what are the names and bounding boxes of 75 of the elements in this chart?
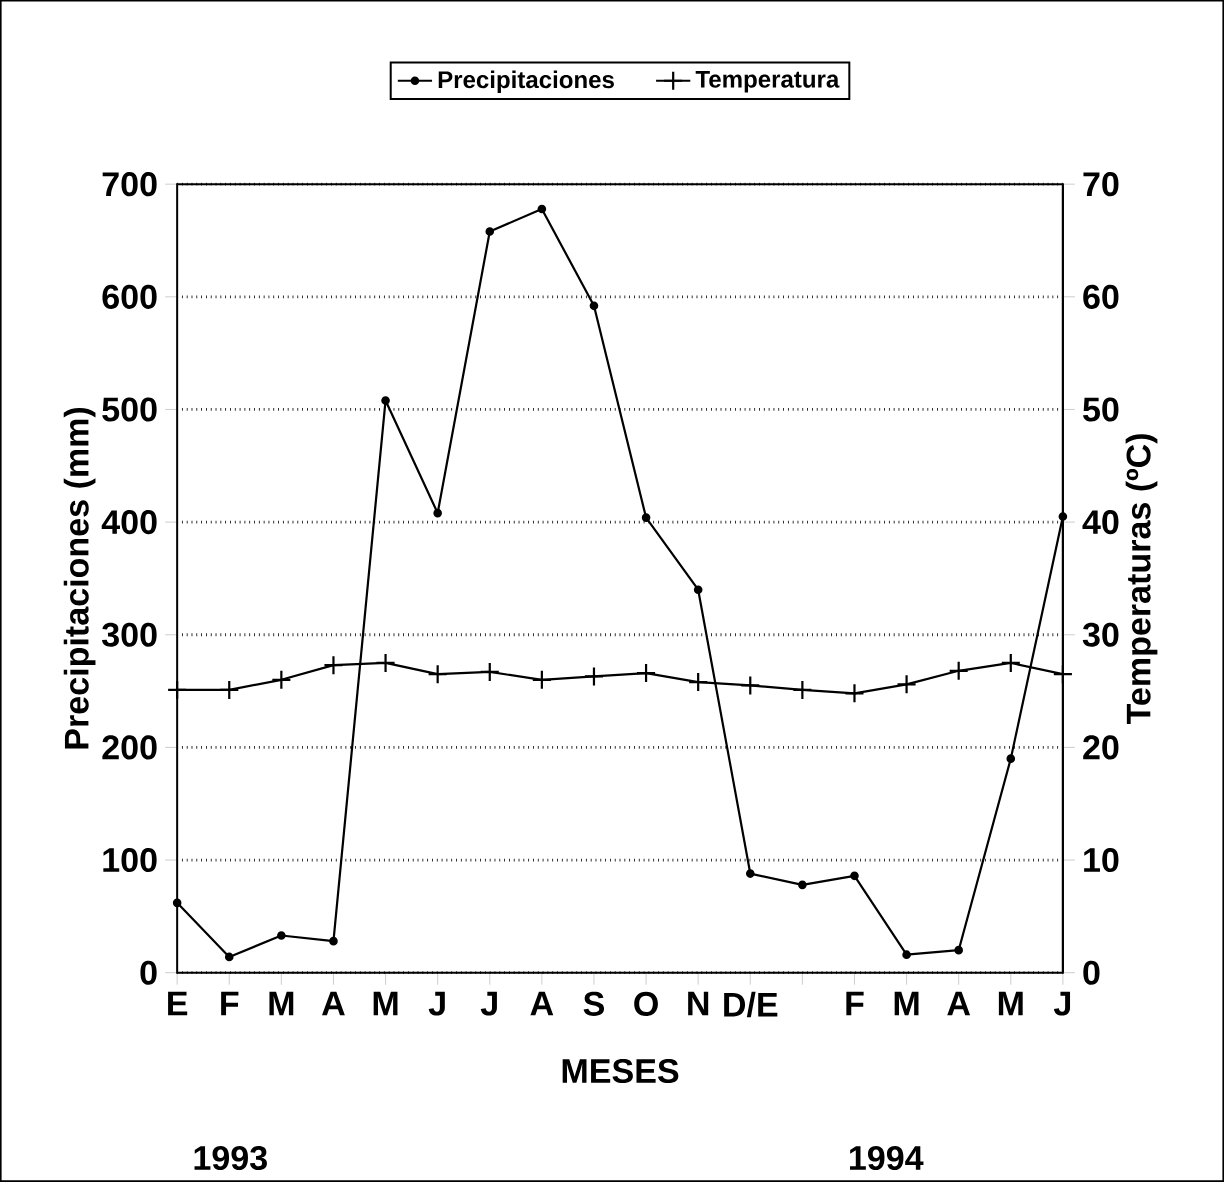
x-tick-label: J: [480, 991, 497, 1016]
x-tick-label: A: [947, 991, 971, 1016]
point: [688, 671, 709, 693]
x-tick-label: M: [269, 991, 294, 1016]
y2-tick-label: 60: [1083, 284, 1119, 309]
x-tick-label: J: [428, 991, 445, 1016]
point: [381, 396, 390, 405]
y-axis-title: Precipitaciones (mm): [63, 407, 96, 749]
point: [485, 227, 495, 236]
point: [693, 585, 703, 595]
point: [531, 669, 552, 690]
y2-tick-label: 0: [1083, 960, 1100, 985]
point: [537, 204, 547, 214]
point: [798, 880, 807, 890]
point: [589, 301, 599, 311]
x-tick-label: F: [221, 991, 239, 1016]
point: [641, 513, 651, 522]
point: [948, 660, 969, 681]
y-tick-label: 300: [101, 622, 157, 647]
point: [902, 950, 911, 960]
point: [277, 931, 286, 940]
point: [745, 869, 755, 878]
point: [224, 952, 234, 962]
y-tick-label: 0: [140, 960, 157, 985]
x-tick-label: D/E: [724, 991, 778, 1018]
y2-tick-label: 50: [1083, 397, 1119, 422]
point: [271, 669, 292, 690]
y2-tick-label: 30: [1082, 622, 1119, 647]
y-tick-label: 200: [102, 735, 157, 760]
y-tick-label: 600: [102, 284, 157, 309]
point: [954, 945, 963, 955]
point: [329, 936, 338, 946]
x-tick-label: A: [322, 991, 345, 1016]
y2-tick-label: 20: [1083, 735, 1119, 760]
x-tick-label: O: [634, 991, 658, 1016]
point: [167, 679, 188, 701]
point: [427, 664, 448, 685]
x-tick-label: F: [846, 991, 864, 1016]
point: [1000, 652, 1021, 674]
x-tick-label: M: [373, 991, 398, 1016]
point: [850, 871, 859, 881]
point: [323, 655, 344, 676]
text: 1993: [194, 1145, 267, 1171]
y2-tick-label: 70: [1083, 172, 1119, 197]
y2-axis-title: Temperaturas (ºC): [1125, 434, 1158, 725]
x-tick-label: S: [583, 991, 605, 1016]
point: [219, 679, 240, 701]
point: [172, 898, 182, 908]
y-tick-label: 500: [102, 397, 157, 422]
y-tick-label: 400: [101, 510, 157, 535]
y2-tick-label: 10: [1084, 848, 1119, 873]
legend-label: Temperatura: [695, 71, 840, 93]
point: [583, 666, 605, 687]
point: [635, 662, 657, 684]
text: 1994: [849, 1145, 924, 1171]
y-tick-label: 100: [103, 848, 157, 873]
y-tick-label: 700: [102, 172, 157, 197]
point: [479, 661, 500, 683]
x-tick-label: M: [998, 991, 1023, 1016]
point: [896, 674, 917, 695]
point: [433, 508, 442, 518]
point: [375, 652, 396, 674]
point: [1052, 664, 1073, 685]
x-tick-label: M: [894, 991, 919, 1016]
x-tick-label: J: [1053, 991, 1071, 1016]
x-tick-label: E: [168, 991, 188, 1016]
x-axis-title: MESES: [562, 1059, 679, 1084]
x-tick-label: A: [530, 991, 554, 1016]
legend-label: Precipitaciones: [438, 70, 614, 94]
y2-tick-label: 40: [1082, 510, 1119, 535]
point: [1006, 754, 1016, 764]
point: [844, 683, 865, 704]
point: [792, 679, 813, 701]
x-tick-label: N: [688, 991, 709, 1016]
point: [740, 675, 761, 696]
